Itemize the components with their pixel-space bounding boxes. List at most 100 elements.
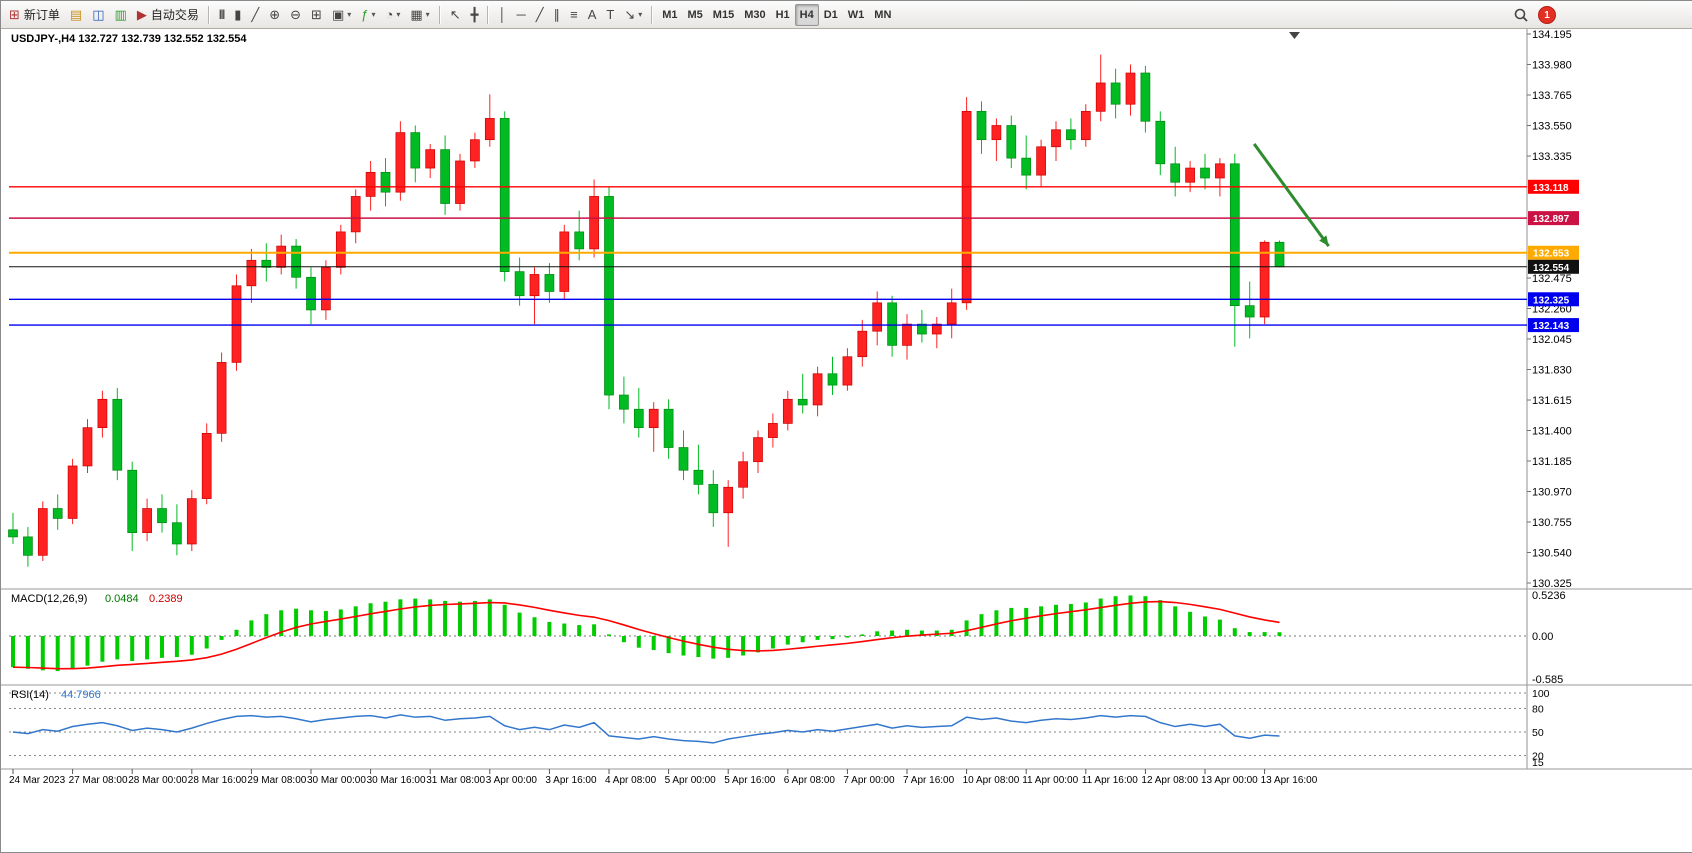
time-axis-label: 4 Apr 08:00	[605, 775, 657, 786]
macd-bar	[1113, 596, 1118, 636]
profiles-button[interactable]: ▤	[65, 4, 87, 26]
macd-bar	[487, 599, 492, 636]
candle-body	[365, 171, 376, 197]
timeframe-d1-button[interactable]: D1	[819, 4, 843, 26]
notification-badge[interactable]: 1	[1538, 6, 1556, 24]
candle-body	[425, 149, 436, 169]
macd-bar	[1247, 632, 1252, 636]
market-watch-button[interactable]: ◫	[87, 4, 109, 26]
trendline-button[interactable]: ╱	[531, 4, 549, 26]
vertical-line-button[interactable]: │	[493, 4, 511, 26]
candle-body	[1185, 167, 1195, 183]
candle-body	[127, 469, 138, 533]
macd-bar	[785, 636, 790, 645]
timeframe-m5-button[interactable]: M5	[683, 4, 708, 26]
candle-body	[529, 274, 540, 297]
candle-body	[395, 132, 406, 193]
horizontal-line-button[interactable]: ─	[512, 4, 531, 26]
new-window-icon: ▣	[331, 7, 345, 22]
chevron-down-icon: ▾	[638, 9, 643, 19]
time-axis-label: 11 Apr 00:00	[1022, 775, 1078, 786]
auto-trading-button[interactable]: ▶ 自动交易	[132, 4, 204, 26]
macd-bar	[741, 636, 746, 656]
macd-bar	[204, 636, 209, 649]
tile-windows-button[interactable]: ⊞	[306, 4, 327, 26]
candle-body	[768, 423, 778, 438]
candle-body	[291, 245, 301, 278]
timeframe-mn-button[interactable]: MN	[869, 4, 896, 26]
zoom-out-button[interactable]: ⊖	[285, 4, 306, 26]
macd-bar	[726, 636, 731, 658]
chart-shift-marker[interactable]	[1289, 32, 1300, 39]
macd-bar	[1083, 602, 1088, 636]
arrows-button[interactable]: ↘ ▾	[619, 4, 647, 26]
macd-bar	[145, 636, 150, 660]
time-axis-label: 7 Apr 16:00	[903, 775, 955, 786]
periods-button[interactable]: ◔ ▾	[381, 4, 406, 26]
candle-body	[961, 110, 972, 304]
candle-body	[499, 118, 510, 272]
candle-body	[782, 398, 793, 424]
time-axis-label: 5 Apr 16:00	[724, 775, 776, 786]
chart-candles-button[interactable]: ▮	[229, 4, 246, 26]
trend-arrow[interactable]	[1252, 143, 1330, 247]
crosshair-button[interactable]: ╋	[466, 4, 484, 26]
price-tag-label: 132.554	[1533, 263, 1570, 274]
fibonacci-button[interactable]: ≡	[565, 4, 583, 26]
toolbar-separator	[438, 5, 441, 24]
candle-body	[604, 196, 614, 396]
candle-body	[201, 432, 212, 499]
toolbar-separator	[487, 5, 490, 24]
market-watch-icon: ◫	[92, 7, 105, 22]
zoom-in-button: ⊕	[264, 4, 285, 26]
macd-bar	[919, 630, 924, 636]
templates-button[interactable]: ▦ ▾	[405, 4, 434, 26]
new-order-button[interactable]: ⊞ 新订单	[4, 4, 65, 26]
text-label-button[interactable]: T	[601, 4, 619, 26]
timeframe-h1-button[interactable]: H1	[771, 4, 795, 26]
indicators-button[interactable]: ƒ ▾	[356, 4, 380, 26]
candle-body	[693, 469, 704, 485]
price-tag-label: 132.325	[1533, 295, 1570, 306]
candle-body	[753, 437, 763, 463]
macd-bar	[577, 625, 582, 636]
indicators-icon: ƒ	[361, 7, 369, 22]
text-tool-icon: A	[587, 7, 597, 22]
timeframe-m15-button[interactable]: M15	[708, 4, 739, 26]
macd-signal-line	[12, 600, 1280, 670]
search-icon[interactable]	[1513, 7, 1529, 23]
candle-body	[1155, 120, 1166, 165]
candle-body	[1110, 82, 1121, 105]
candle-body	[306, 276, 316, 311]
macd-bar	[472, 600, 477, 636]
cursor-button[interactable]: ↖	[445, 4, 466, 26]
macd-bar	[323, 611, 328, 636]
timeframe-w1-button[interactable]: W1	[843, 4, 870, 26]
navigator-button[interactable]: ▥	[110, 4, 132, 26]
chart-line-button[interactable]: ╱	[246, 4, 264, 26]
candle-body	[544, 274, 555, 292]
text-button[interactable]: A	[583, 4, 602, 26]
price-axis-label: 132.475	[1532, 273, 1572, 285]
macd-scale-max: 0.5236	[1532, 590, 1566, 602]
time-axis-label: 30 Mar 16:00	[367, 775, 426, 786]
macd-bar	[562, 623, 567, 636]
trend-arrow-head	[1319, 235, 1329, 247]
macd-bar	[979, 614, 984, 636]
bar-chart-icon: |||	[218, 8, 225, 20]
fibonacci-icon: ≡	[570, 7, 578, 22]
macd-bar	[651, 636, 656, 651]
new-window-button[interactable]: ▣ ▾	[327, 4, 356, 26]
timeframe-m1-button[interactable]: M1	[657, 4, 682, 26]
timeframe-h4-button[interactable]: H4	[794, 3, 819, 26]
candle-body	[231, 285, 242, 363]
channel-button[interactable]: ∥	[549, 4, 566, 26]
macd-signal-value: 0.2389	[149, 593, 183, 605]
time-axis-label: 10 Apr 08:00	[963, 775, 1020, 786]
toolbar-right-group: 1	[1513, 6, 1556, 24]
candle-body	[648, 408, 659, 429]
chart-bars-button[interactable]: |||	[214, 4, 229, 26]
candle-body	[857, 330, 868, 358]
timeframe-m30-button[interactable]: M30	[739, 4, 770, 26]
